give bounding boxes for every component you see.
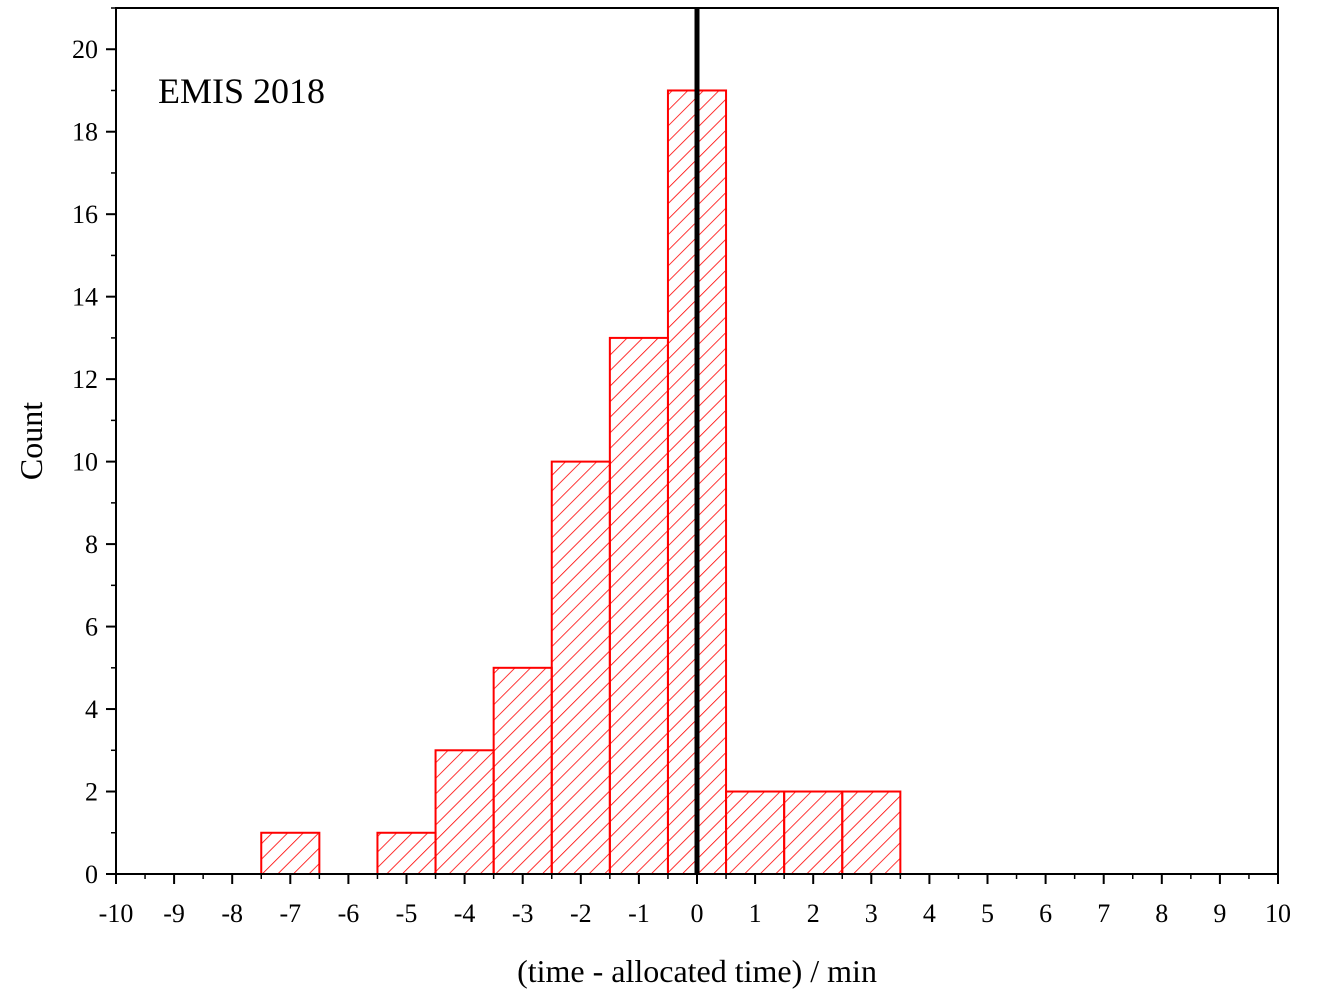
y-tick-label-6: 12 [72,365,98,394]
y-tick-label-8: 16 [72,200,98,229]
bar-3 [492,666,553,875]
y-tick-label-10: 20 [72,35,98,64]
x-tick-label-12: 2 [807,899,820,928]
bars-layer [260,89,902,875]
bar-8 [783,790,844,875]
y-tick-label-3: 6 [85,613,98,642]
x-tick-label-18: 8 [1155,899,1168,928]
y-tick-label-7: 14 [72,283,98,312]
x-tick-label-11: 1 [749,899,762,928]
x-tick-label-19: 9 [1213,899,1226,928]
x-tick-label-9: -1 [628,899,650,928]
x-axis-title: (time - allocated time) / min [517,953,877,989]
bar-9 [841,790,902,875]
bar-0 [260,831,321,875]
x-tick-label-20: 10 [1265,899,1291,928]
y-tick-label-0: 0 [85,860,98,889]
bar-1 [376,831,437,875]
chart-annotation: EMIS 2018 [158,71,325,111]
x-tick-label-6: -4 [454,899,476,928]
bar-7 [725,790,786,875]
x-tick-label-0: -10 [99,899,134,928]
bar-5 [608,336,669,875]
y-axis: 0 2 4 6 8 10 12 14 16 18 20 [72,7,116,889]
y-tick-label-1: 2 [85,778,98,807]
x-axis: -10 -9 -8 -7 -6 -5 -4 -3 -2 -1 0 1 2 3 4 5 6 7 8 9 10 [99,874,1291,928]
x-tick-label-17: 7 [1097,899,1110,928]
x-tick-label-5: -5 [396,899,418,928]
y-tick-label-4: 8 [85,530,98,559]
y-tick-label-5: 10 [72,448,98,477]
x-tick-label-2: -8 [221,899,243,928]
x-tick-label-14: 4 [923,899,936,928]
x-tick-label-8: -2 [570,899,592,928]
x-tick-label-16: 6 [1039,899,1052,928]
x-tick-label-13: 3 [865,899,878,928]
x-tick-label-15: 5 [981,899,994,928]
y-tick-label-9: 18 [72,118,98,147]
bar-2 [434,749,495,875]
x-tick-label-4: -6 [338,899,360,928]
x-tick-label-3: -7 [279,899,301,928]
y-tick-label-2: 4 [85,695,98,724]
x-tick-label-10: 0 [691,899,704,928]
bar-4 [550,460,611,875]
x-tick-label-1: -9 [163,899,185,928]
x-tick-label-7: -3 [512,899,534,928]
y-axis-title: Count [13,402,49,480]
